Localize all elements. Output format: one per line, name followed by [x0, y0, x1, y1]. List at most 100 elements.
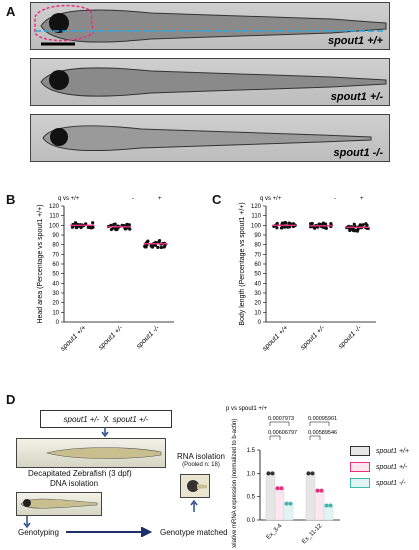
- data-point: [351, 228, 355, 233]
- fish-image-wildtype: spout1 +/+: [30, 2, 390, 50]
- legend-item-wt: spout1 +/+: [350, 446, 409, 456]
- bar-point: [266, 471, 271, 476]
- x-tick-label: spout1 -/-: [337, 324, 363, 350]
- y-tick-label: 1.5: [247, 448, 256, 454]
- y-tick-label: 40: [254, 281, 261, 287]
- legend-label-het: spout1 +/-: [376, 463, 408, 471]
- y-tick-label: 110: [49, 214, 59, 220]
- y-axis-label: Head area (Percentage vs spout1 +/+): [37, 204, 44, 323]
- sig-c-ko: +: [360, 196, 364, 202]
- data-point: [287, 221, 291, 225]
- data-point: [112, 222, 116, 227]
- y-tick-label: 10: [52, 310, 59, 316]
- p-value: 0.00606797: [268, 430, 297, 436]
- data-point: [321, 221, 326, 225]
- y-tick-label: 0: [258, 320, 262, 326]
- y-tick-label: 30: [254, 291, 261, 297]
- y-tick-label: 60: [52, 262, 59, 268]
- p-label: p vs spout1 +/+: [226, 406, 268, 412]
- y-tick-label: 70: [52, 252, 59, 258]
- data-point: [283, 225, 287, 229]
- bar-point: [328, 503, 333, 508]
- panel-d-label: D: [6, 392, 16, 407]
- fish-image-heterozygous: spout1 +/-: [30, 58, 390, 106]
- x-tick-label: spout1 +/-: [97, 324, 125, 352]
- data-point: [352, 222, 356, 226]
- p-value: 0.00095901: [308, 416, 337, 422]
- y-tick-label: 120: [49, 204, 60, 210]
- data-point: [114, 228, 118, 232]
- y-tick-label: 10: [254, 310, 261, 316]
- y-tick-label: 30: [52, 291, 59, 297]
- arrow-down-icon: [101, 427, 109, 437]
- bar-point: [319, 488, 324, 493]
- sig-b-het: -: [132, 196, 134, 202]
- data-point: [74, 225, 78, 230]
- cross-box: spout1 +/- X spout1 +/-: [40, 410, 172, 428]
- arrow-up-icon: [190, 500, 198, 512]
- data-point: [162, 245, 167, 249]
- y-tick-label: 90: [254, 233, 261, 239]
- y-tick-label: 60: [254, 262, 261, 268]
- q-label-c: q vs +/+: [260, 196, 282, 202]
- sig-bracket: [269, 421, 290, 426]
- cross-x: X: [103, 414, 109, 424]
- arrow-right-icon: [66, 527, 153, 537]
- legend-item-ko: spout1 -/-: [350, 478, 409, 488]
- y-tick-label: 70: [254, 252, 261, 258]
- y-tick-label: 100: [251, 223, 262, 229]
- data-point: [86, 225, 90, 229]
- sig-bracket: [269, 435, 281, 440]
- bar: [323, 505, 334, 521]
- fish-image-homozygous: spout1 -/-: [30, 114, 390, 162]
- bar-point: [324, 503, 329, 508]
- bar: [283, 503, 294, 521]
- panel-b-label: B: [6, 192, 16, 207]
- bar-point: [279, 486, 284, 491]
- data-point: [128, 227, 132, 231]
- bar-point: [306, 471, 311, 476]
- head-area-chart: q vs +/+ - + 0 10 20 30 40 50 60 70 80 90 100 110 12…: [37, 196, 174, 353]
- legend-item-het: spout1 +/-: [350, 462, 409, 472]
- bar-point: [288, 501, 293, 506]
- data-point: [144, 245, 148, 249]
- legend-swatch-wt: [350, 446, 370, 456]
- y-tick-label: 90: [52, 233, 59, 239]
- x-tick-label: Ex_3-4: [266, 523, 284, 541]
- panel-a-label: A: [6, 4, 16, 19]
- bar: [305, 473, 316, 521]
- bar-point: [284, 501, 289, 506]
- cross-left: spout1 +/-: [63, 414, 100, 424]
- legend-label-wt: spout1 +/+: [376, 447, 410, 455]
- bar-point: [270, 471, 275, 476]
- genotype-label-het: spout1 +/-: [330, 91, 383, 103]
- rna-pooled-label: (Pooled n: 18): [182, 462, 220, 468]
- y-tick-label: 0.0: [247, 518, 256, 524]
- y-tick-label: 0.5: [247, 495, 256, 501]
- data-point: [309, 222, 313, 226]
- data-point: [323, 226, 328, 230]
- y-tick-label: 50: [254, 272, 261, 278]
- data-point: [84, 222, 88, 226]
- bar-point: [315, 488, 320, 493]
- sig-bracket: [309, 421, 330, 426]
- bar: [274, 488, 285, 521]
- data-point: [157, 238, 162, 243]
- sig-b-ko: +: [158, 196, 162, 202]
- q-label-b: q vs +/+: [58, 196, 80, 202]
- data-point: [364, 222, 368, 226]
- p-value: 0.0007973: [268, 416, 294, 422]
- y-tick-label: 1.0: [247, 471, 256, 477]
- y-axis-label: Relative mRNA expression (normalized to …: [232, 419, 238, 548]
- legend-swatch-ko: [350, 478, 370, 488]
- data-point: [156, 245, 160, 249]
- dna-label: DNA isolation: [50, 479, 99, 488]
- bar: [265, 473, 276, 521]
- data-point: [275, 221, 279, 226]
- x-tick-label: spout1 +/+: [261, 324, 289, 352]
- data-point: [317, 222, 321, 226]
- rna-label: RNA isolation: [176, 452, 226, 461]
- legend-label-ko: spout1 -/-: [376, 479, 406, 487]
- data-point: [355, 229, 359, 233]
- y-tick-label: 80: [52, 243, 59, 249]
